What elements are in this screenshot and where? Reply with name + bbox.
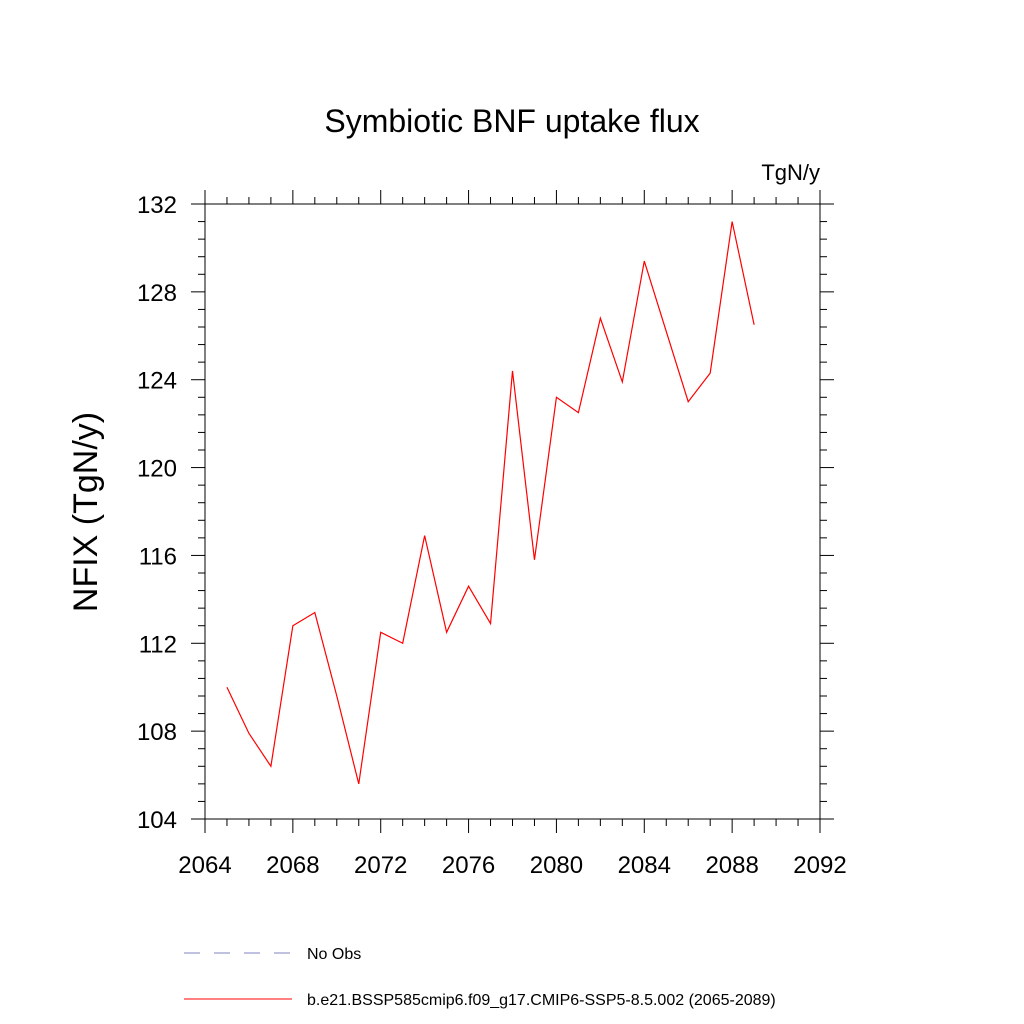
plot-area [204,203,821,820]
legend: No Obs b.e21.BSSP585cmip6.f09_g17.CMIP6-S… [184,946,776,1009]
y-tick-label: 116 [139,543,177,570]
y-axis-label: NFIX (TgN/y) [67,412,105,612]
y-tick-label: 104 [137,807,177,834]
x-tick-label: 2072 [354,852,407,879]
x-tick-label: 2080 [530,852,583,879]
x-tick-label: 2076 [442,852,495,879]
x-tick-label: 2064 [178,852,231,879]
series-line [226,221,755,785]
units-label: TgN/y [761,160,820,185]
y-tick-label: 108 [137,719,177,746]
legend-label: b.e21.BSSP585cmip6.f09_g17.CMIP6-SSP5-8.… [307,992,776,1009]
series-group [226,221,755,785]
y-tick-label: 132 [137,192,177,219]
y-tick-label: 124 [137,368,177,395]
x-tick-label: 2092 [793,852,846,879]
x-tick-label: 2068 [266,852,319,879]
chart-title: Symbiotic BNF uptake flux [324,103,699,139]
legend-label: No Obs [307,946,361,963]
y-tick-label: 128 [137,280,177,307]
y-tick-label: 112 [139,631,177,658]
x-tick-label: 2084 [618,852,671,879]
axis-tick-labels: 2064 2068 2072 2076 2080 2084 2088 2092 104 108 11… [137,192,847,879]
x-tick-label: 2088 [705,852,758,879]
y-tick-label: 120 [137,456,177,483]
axis-ticks [191,190,834,833]
